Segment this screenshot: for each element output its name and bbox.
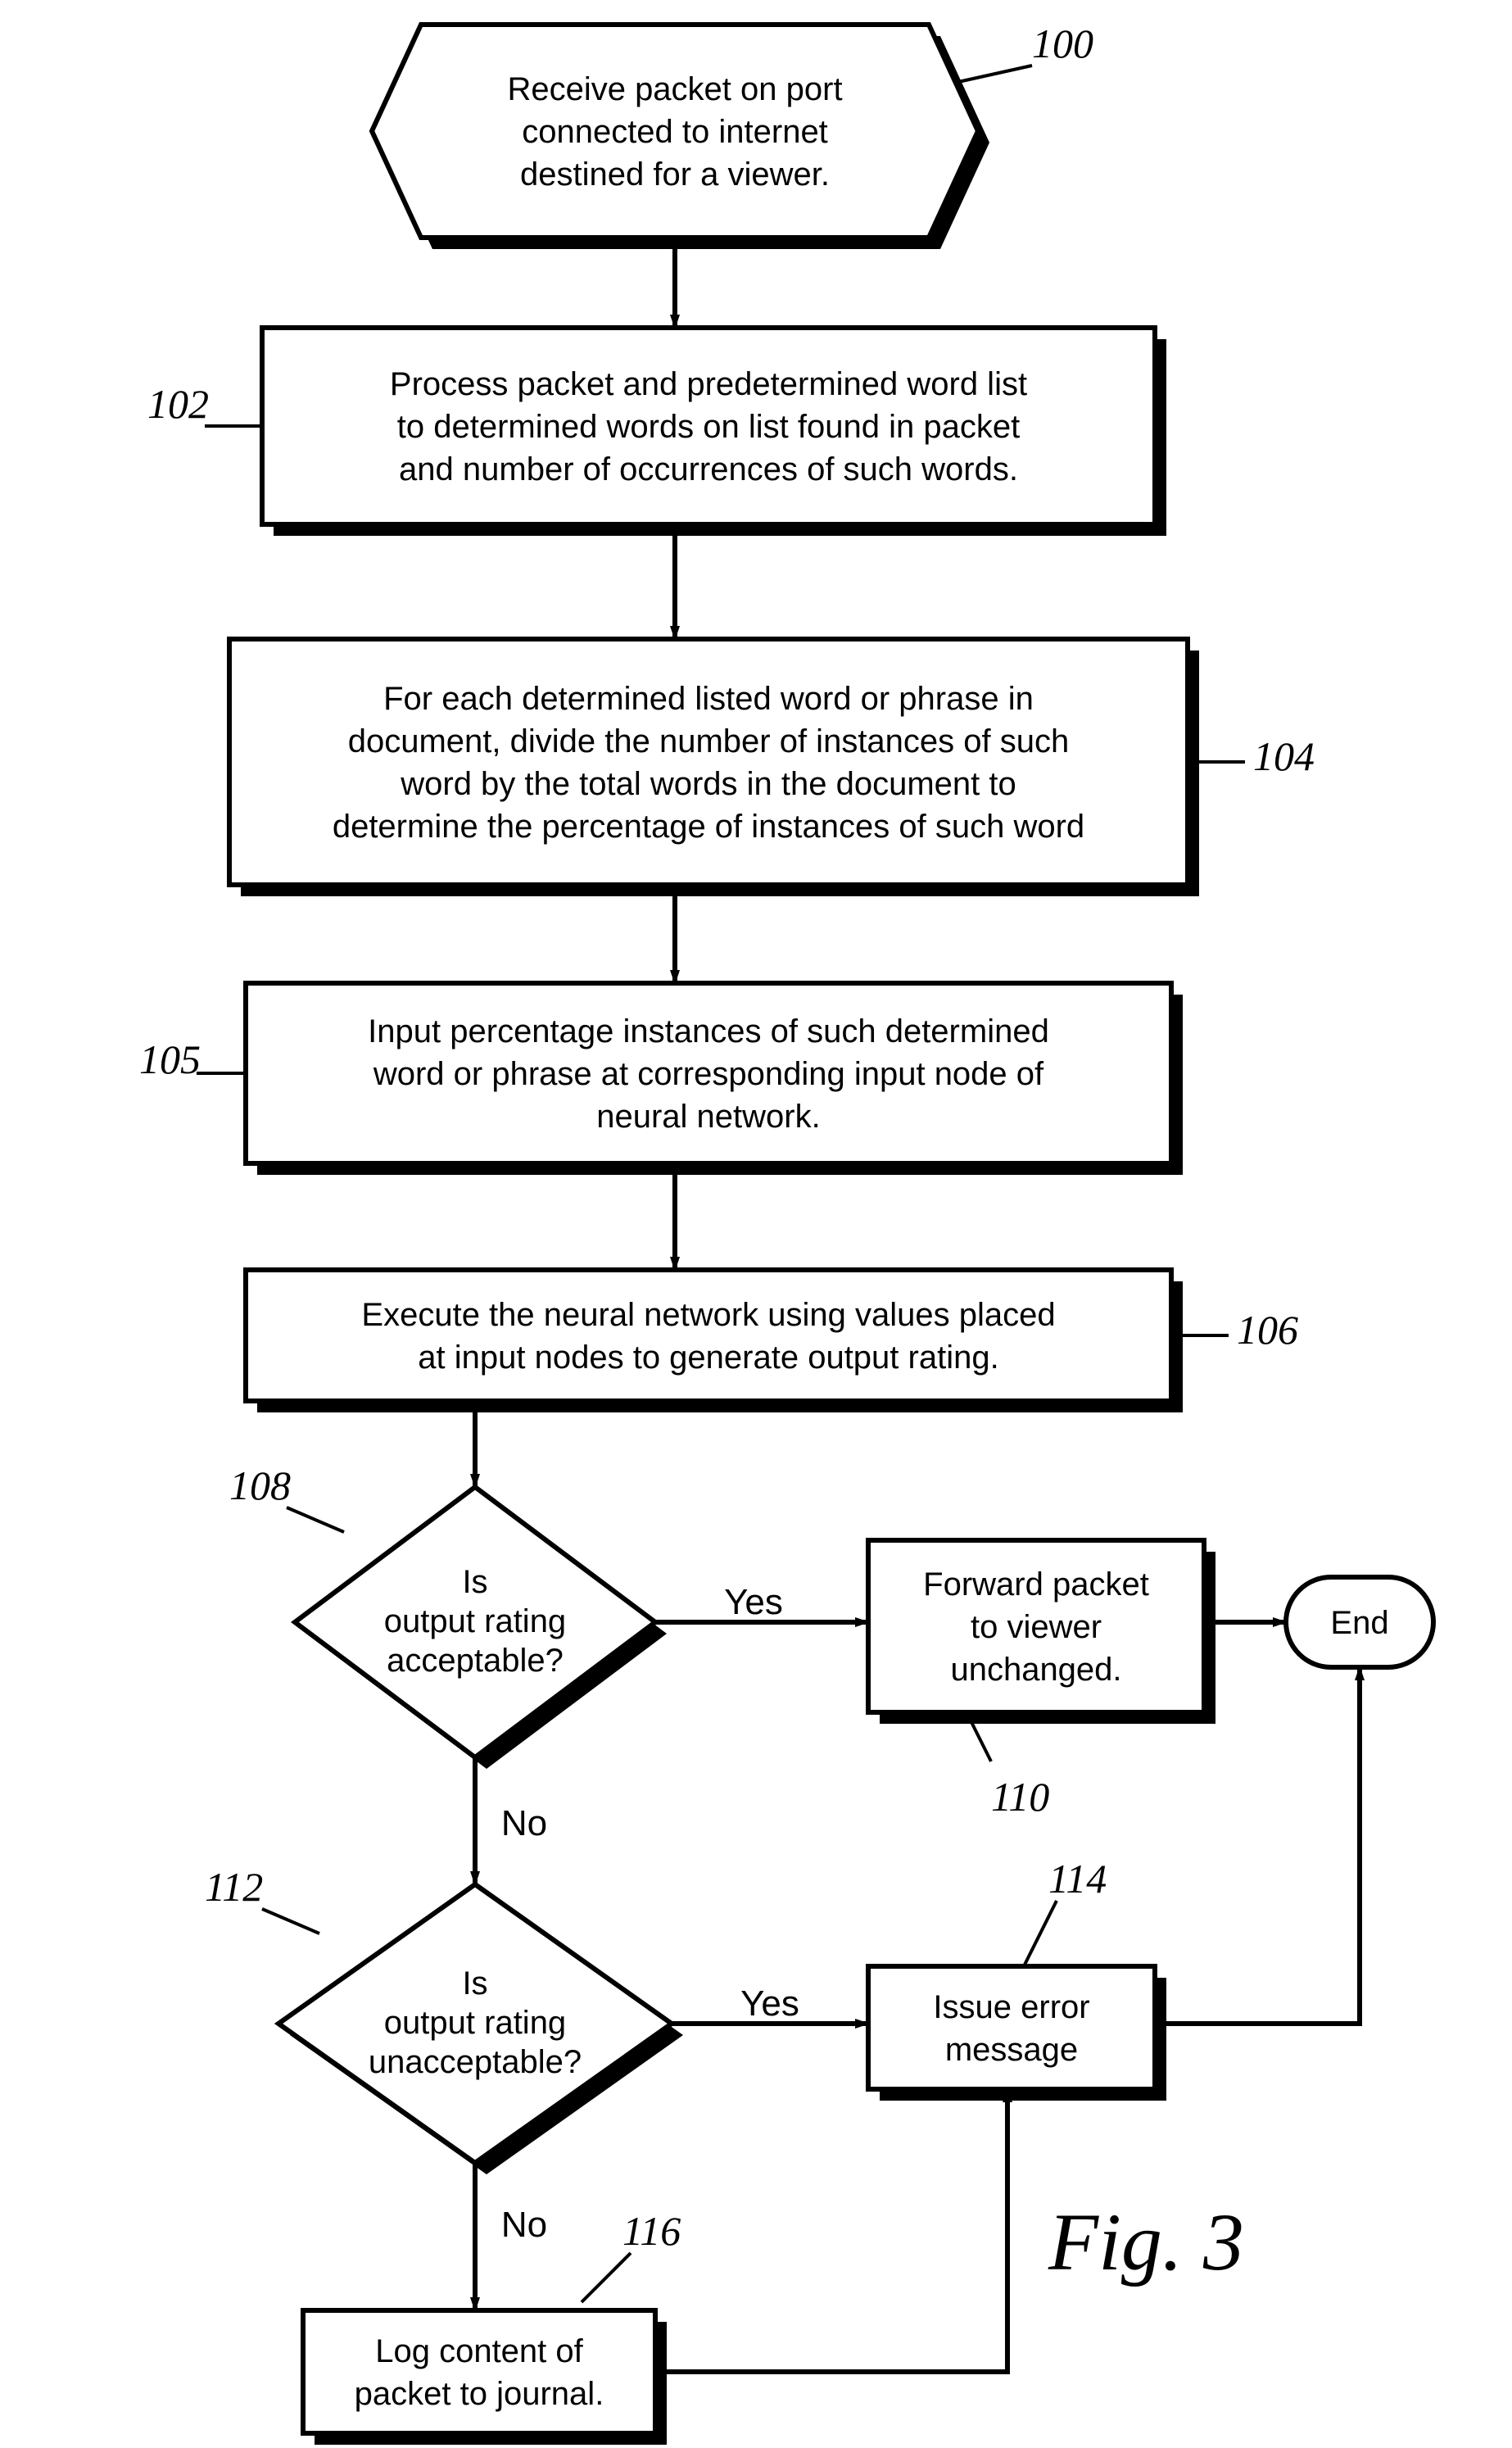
flowchart: Yes No Yes No Receive packet on port connecte… [0,0,1512,2448]
leader [1024,1901,1057,1966]
ref-100: 100 [1032,20,1093,66]
svg-text:message: message [945,2032,1078,2068]
ref-112: 112 [205,1864,263,1910]
edge-label: No [501,1803,547,1843]
svg-text:Is: Is [462,1965,487,2001]
svg-text:Forward packet: Forward packet [923,1566,1149,1603]
ref-110: 110 [991,1774,1049,1820]
svg-text:word by the total words in the: word by the total words in the document … [400,766,1016,802]
svg-text:to determined words on list fo: to determined words on list found in pac… [397,409,1020,445]
ref-104: 104 [1253,733,1315,779]
figure-label: Fig. 3 [1048,2196,1244,2287]
svg-text:output rating: output rating [384,2005,566,2041]
svg-text:document, divide the number of: document, divide the number of instances… [348,723,1070,759]
edge [655,2089,1007,2372]
svg-text:Is: Is [462,1564,487,1600]
svg-text:Log content of: Log content of [375,2333,583,2369]
svg-text:determine the percentage of in: determine the percentage of instances of… [333,809,1084,845]
svg-text:For each determined listed wor: For each determined listed word or phras… [383,681,1034,717]
svg-text:Execute the neural network usi: Execute the neural network using values … [361,1297,1055,1333]
edge-label: No [501,2205,547,2245]
svg-text:End: End [1330,1605,1388,1641]
svg-text:word or phrase at correspondin: word or phrase at corresponding input no… [373,1056,1044,1092]
svg-text:Input percentage instances of: Input percentage instances of such deter… [368,1013,1049,1049]
svg-text:Process packet and predetermin: Process packet and predetermined word li… [390,366,1027,402]
svg-text:acceptable?: acceptable? [387,1643,564,1679]
svg-text:to viewer: to viewer [971,1609,1102,1645]
leader [262,1909,319,1933]
ref-108: 108 [229,1462,291,1508]
svg-text:unchanged.: unchanged. [950,1652,1121,1688]
svg-text:output rating: output rating [384,1603,566,1639]
ref-105: 105 [139,1036,201,1082]
svg-text:packet to journal.: packet to journal. [355,2376,604,2412]
svg-text:Receive packet on port: Receive packet on port [507,71,842,107]
leader [287,1507,344,1532]
svg-text:at input nodes to generate out: at input nodes to generate output rating… [418,1340,998,1376]
ref-116: 116 [622,2208,681,2254]
leader [582,2253,631,2302]
ref-114: 114 [1048,1856,1107,1902]
edge-label: Yes [740,1983,799,2024]
ref-102: 102 [147,381,209,427]
svg-text:connected to internet: connected to internet [522,114,828,150]
edge-label: Yes [724,1582,783,1622]
leader [958,66,1032,82]
svg-text:unacceptable?: unacceptable? [369,2044,582,2080]
svg-text:Issue error: Issue error [933,1989,1089,2025]
svg-text:neural network.: neural network. [596,1099,820,1135]
ref-106: 106 [1237,1307,1298,1353]
svg-text:destined for a viewer.: destined for a viewer. [520,156,830,193]
svg-text:and number of occurrences of s: and number of occurrences of such words. [399,451,1018,487]
